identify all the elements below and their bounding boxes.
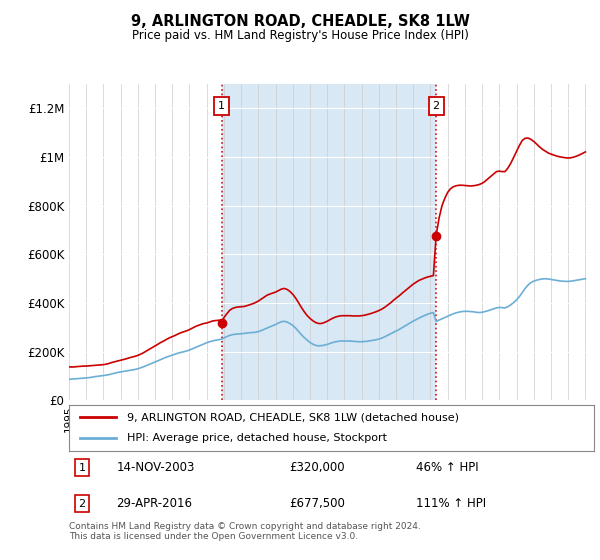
Text: 9, ARLINGTON ROAD, CHEADLE, SK8 1LW: 9, ARLINGTON ROAD, CHEADLE, SK8 1LW [131, 14, 469, 29]
Text: 46% ↑ HPI: 46% ↑ HPI [415, 461, 478, 474]
Text: HPI: Average price, detached house, Stockport: HPI: Average price, detached house, Stoc… [127, 433, 387, 444]
Text: 2: 2 [79, 499, 86, 509]
Text: £677,500: £677,500 [290, 497, 346, 510]
Text: 111% ↑ HPI: 111% ↑ HPI [415, 497, 485, 510]
Text: 29-APR-2016: 29-APR-2016 [116, 497, 192, 510]
Text: 1: 1 [218, 101, 225, 111]
Text: £320,000: £320,000 [290, 461, 345, 474]
Text: 14-NOV-2003: 14-NOV-2003 [116, 461, 194, 474]
Text: Contains HM Land Registry data © Crown copyright and database right 2024.
This d: Contains HM Land Registry data © Crown c… [69, 522, 421, 542]
Text: Price paid vs. HM Land Registry's House Price Index (HPI): Price paid vs. HM Land Registry's House … [131, 29, 469, 42]
Text: 2: 2 [433, 101, 440, 111]
Text: 9, ARLINGTON ROAD, CHEADLE, SK8 1LW (detached house): 9, ARLINGTON ROAD, CHEADLE, SK8 1LW (det… [127, 412, 459, 422]
Text: 1: 1 [79, 463, 86, 473]
Bar [221, 84, 436, 400]
